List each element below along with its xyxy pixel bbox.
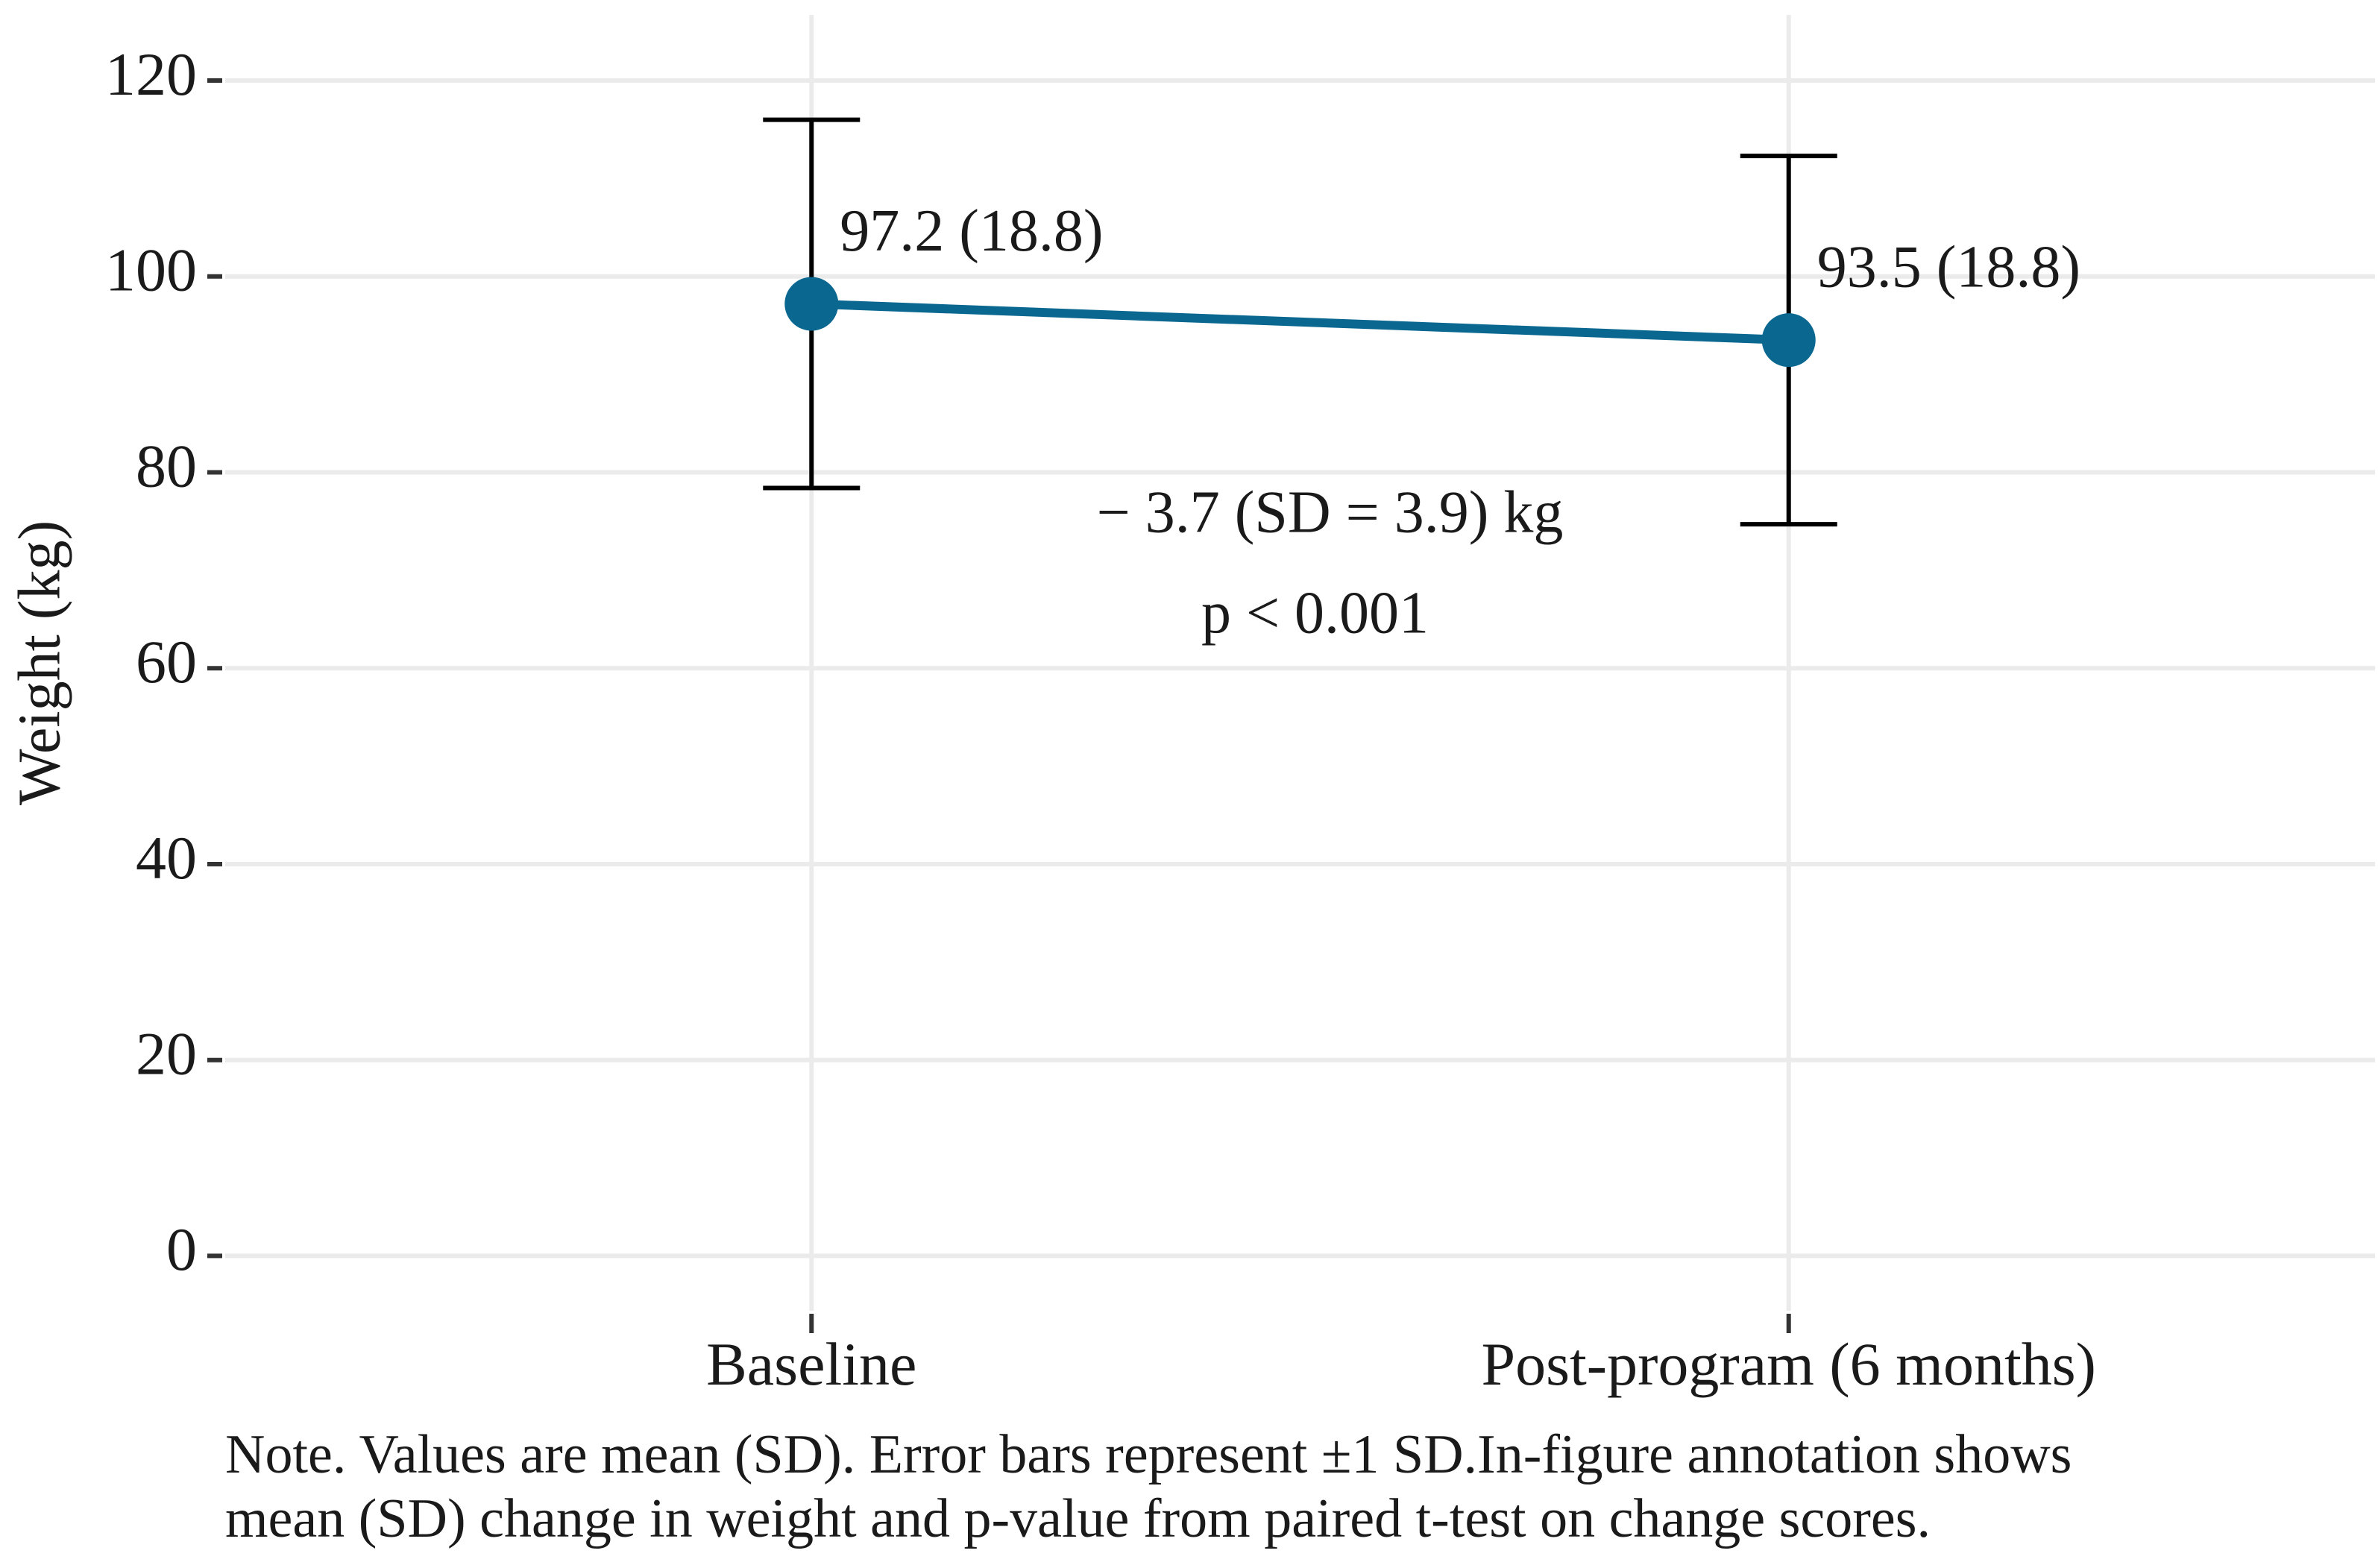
- y-tick-label: 40: [136, 824, 197, 892]
- point: [784, 277, 839, 331]
- line: [811, 299, 1789, 345]
- y-axis-title: Weight (kg): [7, 520, 72, 805]
- y-tick-label: 60: [136, 628, 197, 696]
- y-tick-label: 20: [136, 1020, 197, 1088]
- point: [1761, 313, 1816, 368]
- value-label: 93.5 (18.8): [1817, 235, 2080, 300]
- y-tick-label: 120: [105, 40, 197, 108]
- annotation: − 3.7 (SD = 3.9) kg: [1097, 479, 1564, 545]
- y-tick-label: 0: [166, 1215, 197, 1283]
- y-tick-label: 80: [136, 432, 197, 500]
- y-tick-label: 100: [105, 236, 197, 304]
- caption: mean (SD) change in weight and p-value f…: [225, 1488, 1931, 1549]
- x-tick-label: Baseline: [706, 1330, 916, 1398]
- annotation: p < 0.001: [1201, 580, 1429, 646]
- x-tick-label: Post-program (6 months): [1481, 1330, 2095, 1398]
- value-label: 97.2 (18.8): [840, 198, 1103, 264]
- caption: Note. Values are mean (SD). Error bars r…: [225, 1424, 2072, 1485]
